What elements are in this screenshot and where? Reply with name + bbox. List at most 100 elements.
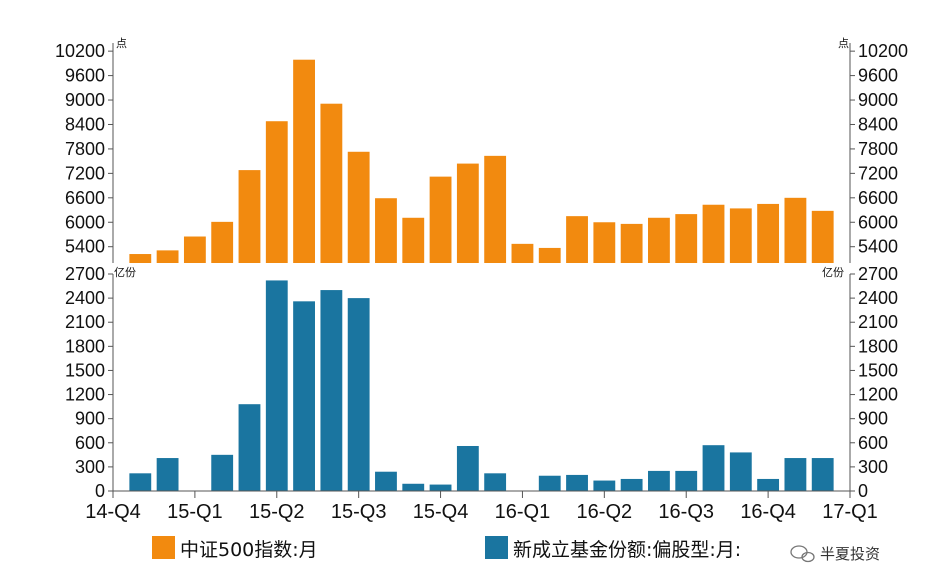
bottom-panel-bar xyxy=(757,478,780,491)
top-panel-bar xyxy=(129,254,152,263)
legend-label-fund: 新成立基金份额:偏股型:月: xyxy=(513,539,741,561)
top-panel-left-tick-label: 7200 xyxy=(65,163,105,183)
top-panel-bar xyxy=(402,217,425,263)
top-panel-bar xyxy=(238,170,261,263)
top-panel-bar xyxy=(375,198,397,263)
watermark-text: 半夏投资 xyxy=(820,545,880,563)
bottom-panel-right-tick-label: 2400 xyxy=(858,288,898,308)
top-panel-right-tick-label: 5400 xyxy=(858,237,898,257)
top-panel-left-tick-label: 10200 xyxy=(55,41,105,61)
bottom-panel-right-tick-label: 1500 xyxy=(858,360,898,380)
bottom-panel-left-tick-label: 2400 xyxy=(65,288,105,308)
bottom-panel-bar xyxy=(702,445,725,491)
top-panel-right-tick-label: 10200 xyxy=(858,41,908,61)
bottom-panel-left-tick-label: 0 xyxy=(95,481,105,501)
bottom-panel-right-tick-label: 0 xyxy=(858,481,868,501)
top-panel-bar xyxy=(456,163,479,263)
bottom-panel-right-tick-label: 600 xyxy=(858,433,888,453)
bottom-panel-bar xyxy=(375,471,397,491)
bottom-panel-bar xyxy=(129,473,152,491)
bottom-panel-bar xyxy=(456,445,479,491)
top-panel-bar xyxy=(538,247,561,263)
x-tick-label: 16-Q3 xyxy=(658,501,714,523)
bottom-panel-left-tick-label: 1200 xyxy=(65,385,105,405)
top-panel-right-tick-label: 6600 xyxy=(858,188,898,208)
x-tick-label: 17-Q1 xyxy=(822,501,878,523)
bottom-right-unit: 亿份 xyxy=(822,266,844,279)
bottom-panel-left-tick-label: 900 xyxy=(75,409,105,429)
top-panel-bar xyxy=(729,208,752,263)
bottom-panel-bar xyxy=(265,280,288,491)
top-panel-bar xyxy=(566,216,588,263)
top-panel-bar xyxy=(293,59,315,263)
bottom-panel-bar xyxy=(538,475,561,491)
top-panel-bar xyxy=(511,243,534,263)
top-panel-bar xyxy=(320,103,343,263)
top-panel-plot: 5400 5400 6000 6000 6600 6600 7200 7200 7800 7800… xyxy=(55,41,908,263)
wechat-icon xyxy=(790,545,815,563)
bottom-panel-bar xyxy=(293,301,315,491)
bottom-panel-bar xyxy=(484,473,507,491)
top-panel-right-tick-label: 7800 xyxy=(858,139,898,159)
x-tick-label: 15-Q1 xyxy=(167,501,223,523)
x-tick-label: 16-Q1 xyxy=(495,501,551,523)
bottom-panel-bar xyxy=(347,298,370,491)
top-panel-bar xyxy=(784,197,807,263)
bottom-panel-bar xyxy=(402,483,425,491)
bottom-panel-left-tick-label: 1800 xyxy=(65,336,105,356)
bottom-panel-right-tick-label: 900 xyxy=(858,409,888,429)
x-tick-label: 16-Q2 xyxy=(577,501,633,523)
x-tick-label: 15-Q2 xyxy=(249,501,305,523)
top-panel-right-tick-label: 8400 xyxy=(858,114,898,134)
top-panel-bar xyxy=(183,236,206,263)
top-panel-left-tick-label: 9600 xyxy=(65,66,105,86)
bottom-panel-bar xyxy=(156,458,179,491)
top-panel-left-tick-label: 5400 xyxy=(65,237,105,257)
bottom-panel-bar xyxy=(620,478,643,491)
top-panel-left-tick-label: 7800 xyxy=(65,139,105,159)
bottom-panel-bar xyxy=(729,452,752,491)
bottom-panel-bar xyxy=(566,474,588,491)
bottom-panel-left-tick-label: 300 xyxy=(75,457,105,477)
top-panel-bar xyxy=(648,217,670,263)
legend-label-index: 中证500指数:月 xyxy=(180,539,318,561)
top-right-unit: 点 xyxy=(838,37,849,50)
top-panel-bar xyxy=(347,151,370,263)
bottom-panel-bar xyxy=(593,480,616,491)
x-axis: 14-Q4 15-Q1 15-Q2 15-Q3 15-Q4 16-Q1 16-Q2 16-Q3… xyxy=(85,490,878,523)
top-panel-bar xyxy=(675,214,698,263)
legend-swatch-fund xyxy=(485,536,508,559)
bottom-panel-left-tick-label: 600 xyxy=(75,433,105,453)
bottom-panel-left-tick-label: 1500 xyxy=(65,360,105,380)
top-panel-left-tick-label: 8400 xyxy=(65,114,105,134)
bottom-panel-bar xyxy=(811,458,834,491)
bottom-panel-bar xyxy=(320,290,343,491)
legend: 中证500指数:月 新成立基金份额:偏股型:月: xyxy=(152,536,741,561)
bottom-panel-bar xyxy=(211,454,234,491)
bottom-panel-plot: 0 0 300 300 600 600 900 900 1200 1200 1500 1500 1800… xyxy=(65,264,898,501)
x-tick-label: 15-Q4 xyxy=(413,501,469,523)
legend-swatch-index xyxy=(152,536,175,559)
top-panel-left-tick-label: 6000 xyxy=(65,212,105,232)
top-panel-left-tick-label: 9000 xyxy=(65,90,105,110)
top-left-unit: 点 xyxy=(116,37,127,50)
bottom-panel-bar xyxy=(648,470,670,491)
top-panel-bar xyxy=(265,121,288,263)
bottom-panel-bar xyxy=(784,458,807,491)
top-panel-right-tick-label: 9000 xyxy=(858,90,898,110)
top-panel-bar xyxy=(593,222,616,263)
top-panel-bar xyxy=(484,155,507,263)
bottom-panel-right-tick-label: 1200 xyxy=(858,385,898,405)
bottom-panel-left-tick-label: 2700 xyxy=(65,264,105,284)
top-panel-bar xyxy=(702,204,725,263)
x-tick-label: 15-Q3 xyxy=(331,501,387,523)
top-panel-bar xyxy=(811,210,834,263)
bottom-panel-right-tick-label: 300 xyxy=(858,457,888,477)
top-panel-bar xyxy=(156,250,179,263)
top-panel-right-tick-label: 7200 xyxy=(858,163,898,183)
bottom-panel-bar xyxy=(675,470,698,491)
top-panel-bar xyxy=(211,221,234,263)
bottom-panel-right-tick-label: 2700 xyxy=(858,264,898,284)
bottom-left-unit: 亿份 xyxy=(114,266,136,279)
